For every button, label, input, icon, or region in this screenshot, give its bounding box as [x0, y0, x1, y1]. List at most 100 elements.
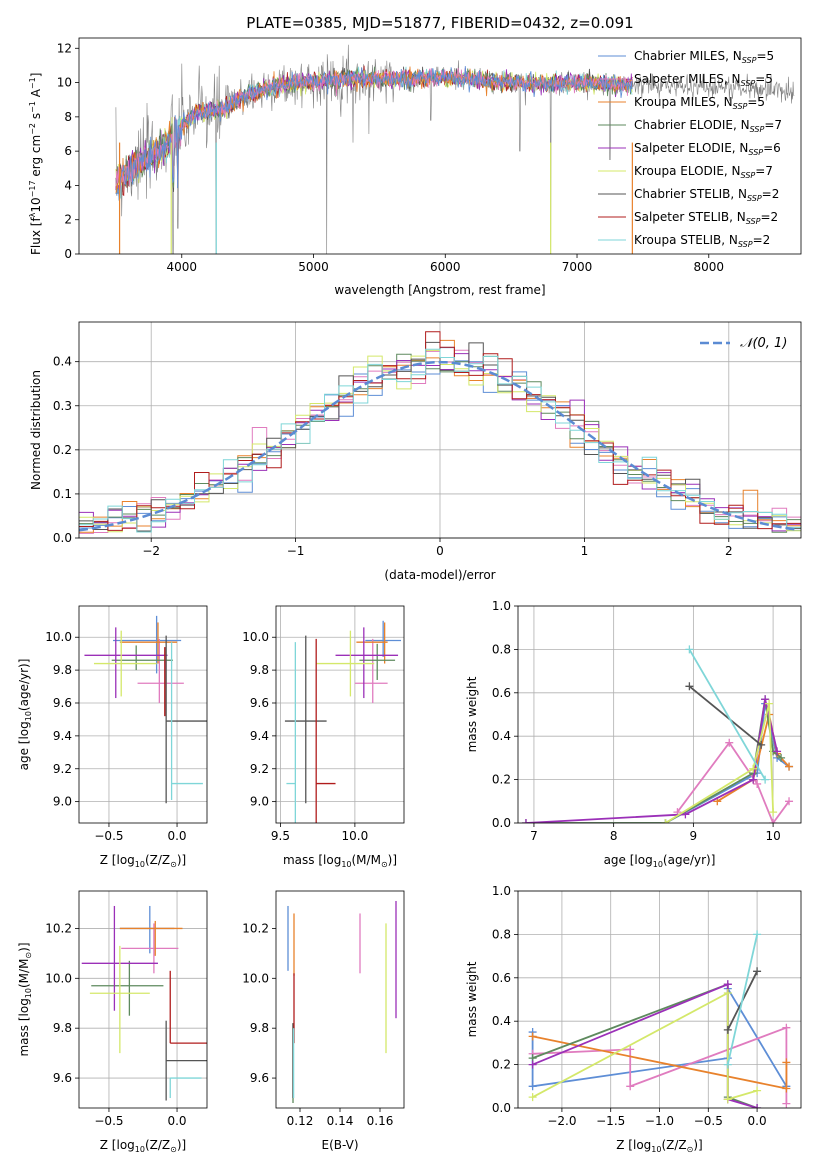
- errorbar-point: [119, 920, 183, 956]
- tick-label-y: 12: [57, 41, 72, 55]
- tick-label-x: 10: [765, 829, 780, 843]
- weight-marker: [723, 980, 732, 989]
- errorbar-point: [119, 905, 175, 954]
- weight-marker: [528, 1093, 537, 1102]
- tick-label-y: 9.8: [250, 1021, 269, 1035]
- axes-frame: [275, 605, 405, 824]
- tick-label-y: 0.4: [492, 729, 511, 743]
- weight-marker: [753, 1086, 762, 1095]
- tick-label-y: 4: [64, 178, 72, 192]
- errorbar-point: [286, 642, 296, 823]
- weight-marker: [685, 645, 694, 654]
- weight-marker: [528, 1082, 537, 1091]
- tick-label-y: 0.6: [492, 686, 511, 700]
- weight-marker: [782, 1058, 791, 1067]
- errorbar-point: [170, 642, 203, 800]
- errorbar-point: [284, 635, 327, 804]
- tick-label-x: 0.0: [748, 1114, 767, 1128]
- weight-marker: [753, 967, 762, 976]
- tick-label-x: −1.0: [645, 1114, 674, 1128]
- tick-label-y: 0.4: [492, 1014, 511, 1028]
- tick-label-x: −1.5: [596, 1114, 625, 1128]
- tick-label-x: 9: [690, 829, 698, 843]
- tick-label-x: −0.5: [94, 1114, 123, 1128]
- axes-residuals: −2 −1 0 1 2 0.0 0.1 0.2 0.3 0.4: [53, 321, 802, 558]
- tick-label-y: 9.0: [53, 795, 72, 809]
- weight-line: [525, 699, 778, 823]
- weight-marker: [761, 695, 770, 704]
- y-axis-label: age [log10(age/yr)]: [17, 659, 33, 771]
- legend-label: Salpeter STELIB, NSSP=2: [634, 210, 778, 226]
- weight-marker: [685, 682, 694, 691]
- errorbar-point: [84, 627, 168, 699]
- tick-label-x: −1: [287, 544, 305, 558]
- errorbar-point: [89, 945, 150, 1054]
- tick-label-y: 1.0: [492, 884, 511, 898]
- axes-frame: [275, 890, 405, 1109]
- weight-marker: [782, 1099, 791, 1108]
- tick-label-y: 9.4: [53, 729, 72, 743]
- axes-mass_vs_EBV: 0.12 0.14 0.16 9.6 9.8 10.0 10.2: [242, 890, 405, 1128]
- legend-label: Kroupa STELIB, NSSP=2: [634, 233, 770, 249]
- errorbar-point: [365, 620, 402, 657]
- tick-label-y: 0.2: [492, 773, 511, 787]
- weight-marker: [769, 808, 778, 817]
- tick-label-x: 8000: [694, 260, 725, 274]
- weight-marker: [785, 797, 794, 806]
- errorbar-point: [169, 970, 207, 1044]
- y-axis-label: Normed distribution: [29, 370, 43, 490]
- tick-label-x: 6000: [430, 260, 461, 274]
- weight-marker: [785, 762, 794, 771]
- tick-label-x: 0: [436, 544, 444, 558]
- tick-label-x: 2: [725, 544, 733, 558]
- axes-frame: [78, 321, 802, 539]
- axes-mass_weight_vs_Z: −2.0 −1.5 −1.0 −0.5 0.0 0.0 0.2 0.4 0.6 0.8 1.0: [492, 884, 802, 1128]
- weight-line: [688, 648, 766, 781]
- tick-label-x: −0.5: [94, 829, 123, 843]
- weight-line: [665, 703, 774, 823]
- weight-marker: [753, 1104, 762, 1108]
- weight-marker: [753, 779, 762, 788]
- weight-marker: [757, 740, 766, 749]
- tick-label-x: 9.5: [271, 829, 290, 843]
- axes-mass_vs_Z: −0.5 0.0 9.6 9.8 10.0 10.2: [45, 890, 208, 1128]
- tick-label-y: 0.2: [492, 1058, 511, 1072]
- histogram: [79, 331, 801, 531]
- x-axis-label: Z [log10(Z/Z⊙)]: [100, 853, 186, 869]
- weight-marker: [626, 1082, 635, 1091]
- tick-label-x: 0.0: [167, 1114, 186, 1128]
- weight-marker: [765, 699, 774, 708]
- errorbar-point: [137, 638, 184, 703]
- axes-age_vs_Z: −0.5 0.0 9.0 9.2 9.4 9.6 9.8 10.0: [45, 605, 208, 843]
- tick-label-x: 10.0: [342, 829, 369, 843]
- plot-area-mass_weight_vs_Z: [528, 930, 791, 1108]
- axes-frame: [517, 605, 802, 824]
- histogram: [79, 348, 801, 533]
- tick-label-y: 0.8: [492, 642, 511, 656]
- tick-label-y: 9.6: [53, 696, 72, 710]
- legend-label: Chabrier STELIB, NSSP=2: [634, 187, 779, 203]
- axes-frame: [78, 890, 208, 1109]
- tick-label-x: 1: [581, 544, 589, 558]
- legend: Chabrier MILES, NSSP=5 Salpeter MILES, NS…: [598, 49, 782, 249]
- y-axis-label: mass [log10(M/M⊙)]: [17, 942, 33, 1056]
- tick-label-x: 0.12: [287, 1114, 314, 1128]
- weight-marker: [528, 1060, 537, 1069]
- legend-label: Salpeter MILES, NSSP=5: [634, 72, 773, 88]
- weight-marker: [777, 753, 786, 762]
- weight-line: [532, 991, 758, 1101]
- weight-line: [532, 982, 758, 1108]
- axes-age_vs_mass: 9.5 10.0 9.0 9.2 9.4 9.6 9.8 10.0: [242, 605, 405, 843]
- tick-label-x: 4000: [166, 260, 197, 274]
- y-axis-label: mass weight: [465, 676, 479, 752]
- errorbar-point: [315, 638, 336, 823]
- x-axis-label: wavelength [Angstrom, rest frame]: [334, 283, 545, 297]
- errorbar-point: [356, 622, 388, 664]
- errorbar-point: [359, 643, 396, 680]
- tick-label-y: 10.2: [45, 921, 72, 935]
- legend-label: Kroupa MILES, NSSP=5: [634, 95, 765, 111]
- plot-area-age_vs_Z: [84, 615, 207, 804]
- tick-label-y: 0: [64, 247, 72, 261]
- tick-label-y: 10.0: [45, 971, 72, 985]
